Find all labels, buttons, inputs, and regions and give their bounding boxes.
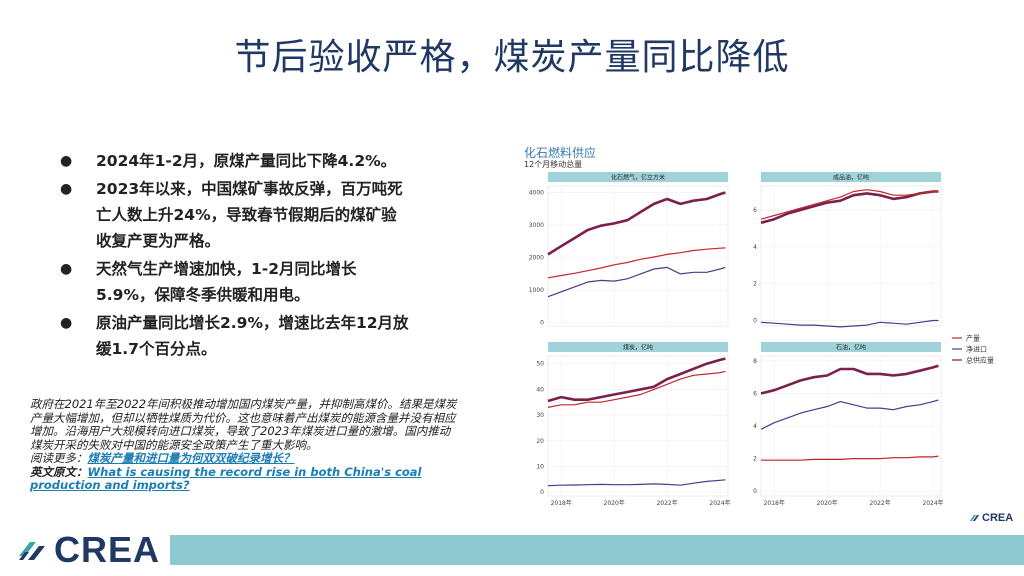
crea-logo-text: CREA [54,529,161,570]
bullet-dot-icon: ● [60,153,73,169]
slide-title: 节后验收严格，煤炭产量同比降低 [234,37,790,78]
panel-header [761,172,941,182]
bullet-item: ● 2023年以来，中国煤矿事故反弹，百万吨死亡人数上升24%，导致春节假期后的煤… [60,176,410,254]
y-tick-label: 2 [753,456,757,463]
panel-header [548,342,728,352]
footnote-text: 政府在2021年至2022年间积极推动增加国内煤炭产量，并抑制高煤价。结果是煤炭… [30,397,460,493]
y-tick-label: 8 [753,358,757,365]
series-line-总供应量 [547,357,726,403]
y-tick-label: 2 [753,281,757,288]
y-tick-label: 4 [753,244,757,251]
series-line-产量 [760,189,939,220]
x-tick-label: 2018年 [764,499,785,507]
y-tick-label: 6 [753,390,757,397]
english-prefix: 英文原文： [30,464,88,479]
bullet-list: ● 2024年1-2月，原煤产量同比下降4.2%。 ● 2023年以来，中国煤矿事故… [60,148,410,364]
legend-entry: 产量 [966,334,980,343]
series-line-总供应量 [760,190,939,225]
panel-header [761,342,941,352]
series-line-净进口 [547,266,726,298]
x-tick-label: 2024年 [922,499,943,507]
x-tick-label: 2020年 [604,499,625,507]
y-tick-label: 2000 [529,255,544,262]
y-tick-label: 0 [753,317,757,324]
english-source-link[interactable]: What is causing the record rise in both … [30,464,422,492]
y-tick-label: 4 [753,423,757,430]
series-line-净进口 [760,319,939,328]
y-tick-label: 40 [536,386,544,393]
y-tick-label: 30 [536,412,544,419]
fossil-fuel-chart: 化石燃料供应 12个月移动总量 化石燃气，亿立方米 0 1000 2000 3000 40… [512,140,1017,525]
series-line-净进口 [547,479,726,487]
bullet-item: ● 天然气生产增速加快，1-2月同比增长5.9%，保障冬季供暖和用电。 [60,256,410,308]
panel-frame [547,355,729,497]
panel-frame [547,185,729,327]
bullet-dot-icon: ● [60,315,73,331]
x-tick-label: 2024年 [709,499,730,507]
crea-logo: CREA [16,529,161,570]
small-logo-text: CREA [982,512,1014,524]
chart-subtitle: 12个月移动总量 [524,160,583,169]
y-tick-label: 10 [536,463,544,470]
read-more-prefix: 阅读更多： [30,451,88,465]
y-tick-label: 1000 [529,287,544,294]
y-tick-label: 3000 [529,222,544,229]
series-line-总供应量 [760,364,939,395]
panel-header [548,172,728,182]
panel-title: 煤炭，亿吨 [623,344,653,352]
panel-frame [760,185,942,327]
small-logo: CREA [968,512,1013,524]
panel-title: 化石燃气，亿立方米 [611,174,665,182]
crea-logo-icon [19,542,45,560]
series-line-产量 [761,455,939,461]
series-line-产量 [547,370,726,408]
y-tick-label: 50 [536,361,544,368]
series-line-总供应量 [547,191,726,256]
x-tick-label: 2020年 [817,499,838,507]
footnote-body: 政府在2021年至2022年间积极推动增加国内煤炭产量，并抑制高煤价。结果是煤炭… [30,397,457,452]
x-tick-label: 2022年 [656,499,677,507]
read-more-link[interactable]: 煤炭产量和进口量为何双双破纪录增长？ [87,451,295,465]
y-tick-label: 6 [753,207,757,214]
bullet-item: ● 2024年1-2月，原煤产量同比下降4.2%。 [60,148,410,174]
panel-title: 成品油，亿吨 [833,174,869,182]
panel-title: 石油，亿吨 [836,344,866,352]
crea-small-logo-icon [970,515,979,521]
chart-title: 化石燃料供应 [524,146,597,160]
chart-svg: 化石燃气，亿立方米01000200030004000成品油，亿吨0246煤炭，亿… [529,172,994,507]
y-tick-label: 0 [540,320,544,327]
y-tick-label: 4000 [529,190,544,197]
y-tick-label: 0 [753,488,757,495]
footer-band [170,535,1024,565]
legend-entry: 总供应量 [966,356,994,365]
x-tick-label: 2018年 [551,499,572,507]
bullet-dot-icon: ● [60,181,73,197]
bullet-item: ● 原油产量同比增长2.9%，增速比去年12月放缓1.7个百分点。 [60,310,410,362]
y-tick-label: 0 [540,489,544,496]
series-line-产量 [547,247,726,279]
bullet-dot-icon: ● [60,261,73,277]
series-line-净进口 [760,399,939,430]
x-tick-label: 2022年 [869,499,890,507]
legend-entry: 净进口 [966,345,987,354]
y-tick-label: 20 [536,438,544,445]
